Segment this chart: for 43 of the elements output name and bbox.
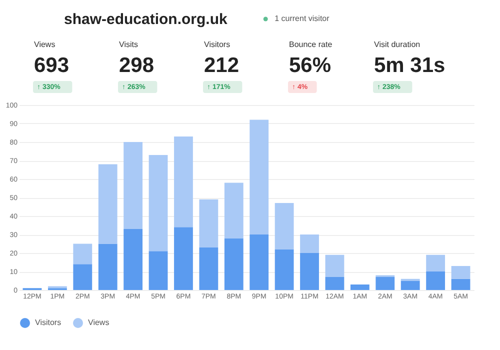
- bar: [274, 249, 294, 290]
- bar: [451, 278, 470, 290]
- text: Bounce rate: [289, 40, 333, 49]
- bar: [174, 136, 193, 228]
- bar: [426, 272, 446, 290]
- text: Visit duration: [374, 40, 420, 49]
- text: Views: [34, 40, 56, 49]
- text: 693: [34, 54, 70, 77]
- text: shaw-education.org.uk: [64, 11, 228, 28]
- bar: [300, 234, 319, 253]
- bar: [148, 251, 168, 290]
- bar: [148, 154, 168, 252]
- bar: [73, 244, 92, 264]
- legend-label: Views: [88, 318, 110, 327]
- bar: [274, 203, 294, 250]
- text: 5m 31s: [374, 54, 446, 77]
- bar: [451, 266, 470, 279]
- bar: [400, 280, 420, 290]
- text: Visitors: [204, 40, 230, 49]
- bar: [98, 164, 118, 244]
- text: 1 current visitor: [274, 14, 330, 23]
- bar: [426, 254, 446, 272]
- bar: [98, 244, 118, 290]
- bar: [325, 277, 344, 290]
- bar: [350, 284, 370, 290]
- text: 298: [119, 54, 154, 77]
- bar: [73, 264, 92, 290]
- bar: [174, 227, 193, 290]
- legend-label: Visitors: [35, 318, 62, 327]
- bar: [199, 247, 218, 290]
- bar: [300, 253, 319, 290]
- bar: [224, 182, 244, 238]
- bar: [325, 254, 344, 278]
- bar: [124, 142, 143, 229]
- bar: [376, 277, 395, 290]
- text: 212: [204, 54, 240, 77]
- bar: [224, 238, 244, 290]
- bar: [124, 228, 143, 290]
- text: Visits: [119, 40, 138, 49]
- bar: [250, 120, 269, 234]
- text: 56%: [289, 54, 332, 77]
- bar: [250, 234, 269, 290]
- bar: [199, 199, 218, 248]
